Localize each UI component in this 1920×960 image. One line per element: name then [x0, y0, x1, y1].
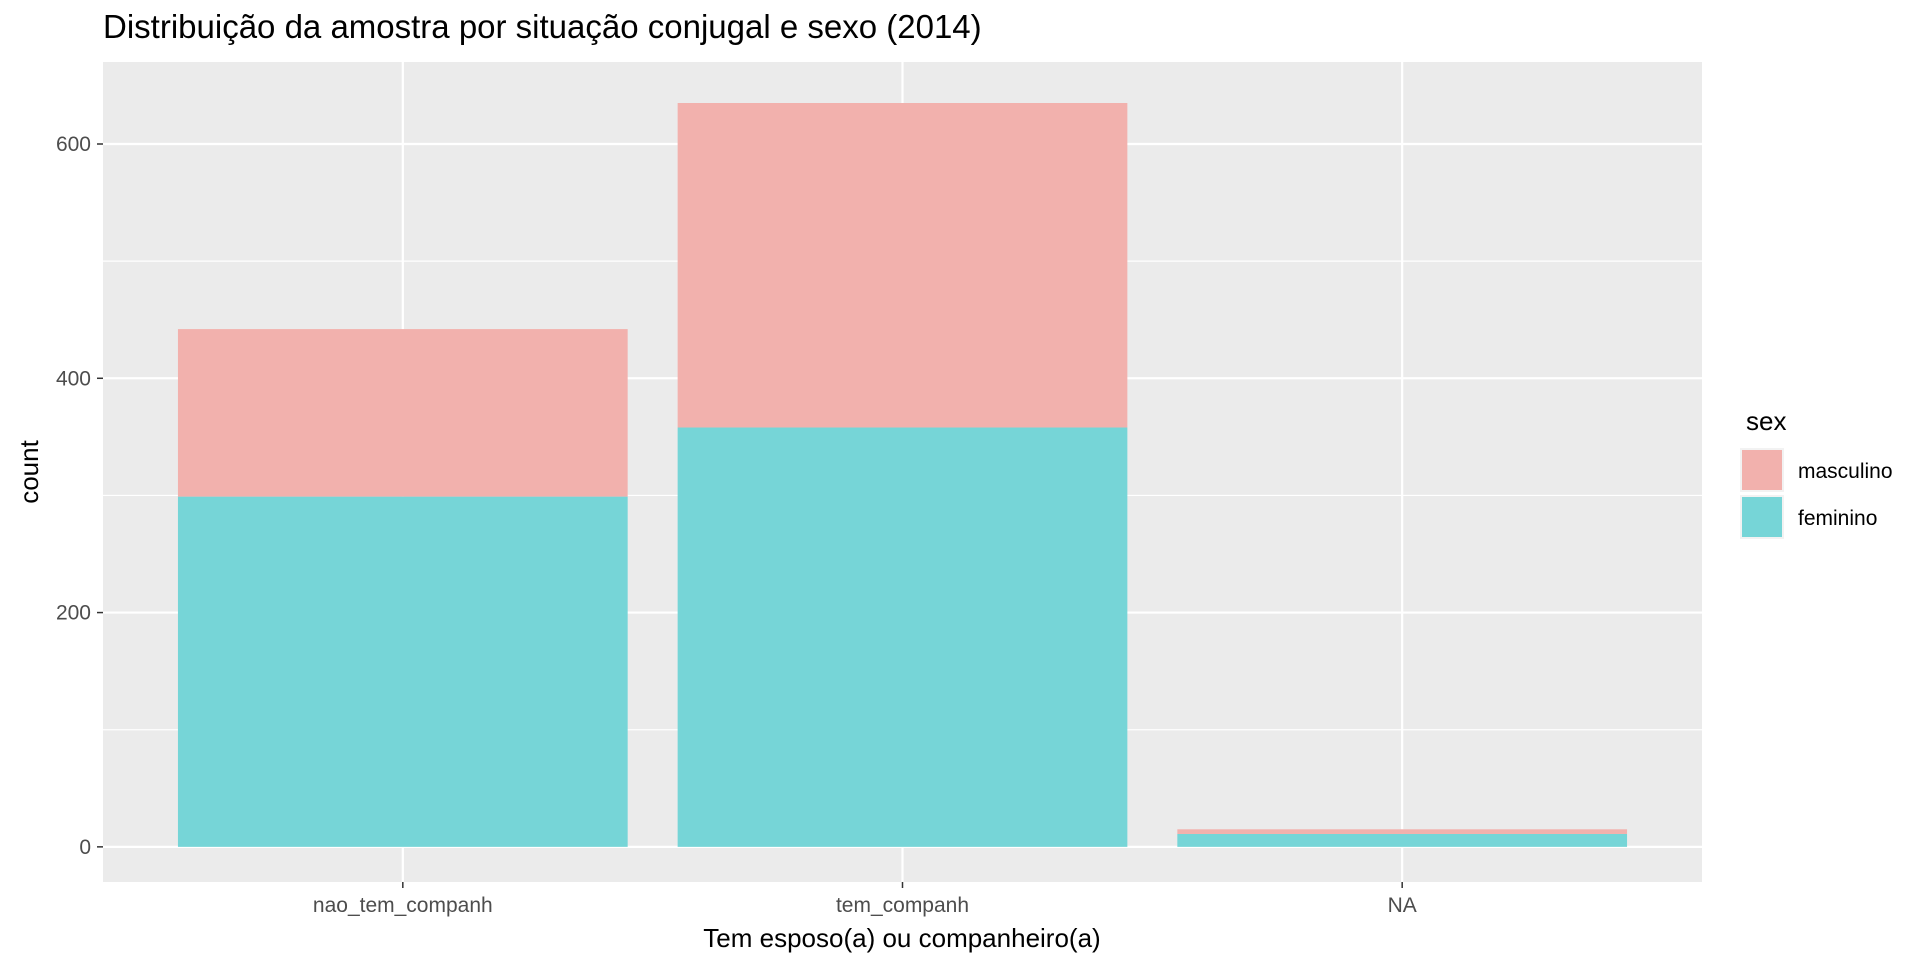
legend-swatch-feminino — [1742, 497, 1782, 537]
bar-masculino-nao_tem_companh — [177, 329, 628, 497]
x-tick-label: NA — [1388, 894, 1417, 917]
legend-title: sex — [1746, 406, 1786, 436]
y-tick-label: 200 — [56, 602, 91, 625]
x-axis: nao_tem_companh tem_companh NA — [313, 882, 1417, 917]
legend-swatch-masculino — [1742, 450, 1782, 490]
bar-masculino-NA — [1177, 829, 1628, 834]
bar-feminino-nao_tem_companh — [177, 496, 628, 847]
legend-label-feminino: feminino — [1798, 507, 1877, 530]
chart-title: Distribuição da amostra por situação con… — [103, 8, 982, 45]
y-axis-title: count — [14, 439, 44, 503]
y-tick-label: 0 — [79, 836, 91, 859]
legend-label-masculino: masculino — [1798, 460, 1893, 483]
x-tick-label: nao_tem_companh — [313, 894, 493, 917]
bar-masculino-tem_companh — [677, 103, 1128, 428]
bar-feminino-NA — [1177, 833, 1628, 847]
bars — [177, 103, 1628, 847]
y-axis: 0 200 400 600 — [56, 133, 103, 859]
y-tick-label: 400 — [56, 367, 91, 390]
y-tick-label: 600 — [56, 133, 91, 156]
x-axis-title: Tem esposo(a) ou companheiro(a) — [703, 923, 1100, 953]
bar-feminino-tem_companh — [677, 427, 1128, 847]
legend: sex masculino feminino — [1740, 406, 1893, 539]
x-tick-label: tem_companh — [836, 894, 969, 917]
